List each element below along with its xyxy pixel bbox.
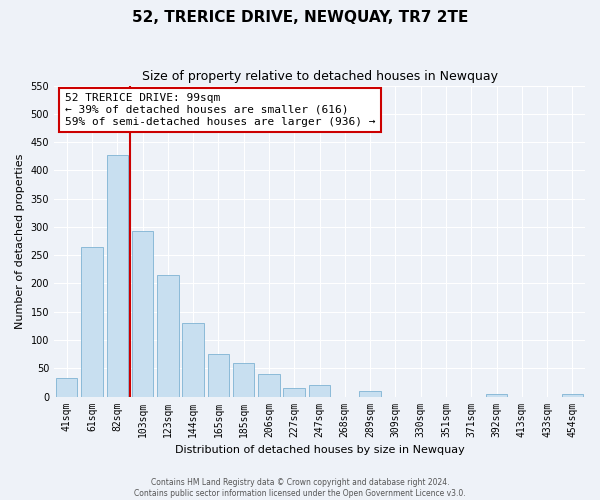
Bar [233,363,254,396]
Text: Contains HM Land Registry data © Crown copyright and database right 2024.
Contai: Contains HM Land Registry data © Crown c… [134,478,466,498]
Title: Size of property relative to detached houses in Newquay: Size of property relative to detached ho… [142,70,497,83]
Bar [258,374,280,396]
Bar [157,275,179,396]
Bar [562,394,583,396]
Bar [56,378,77,396]
Bar [132,231,153,396]
Bar [486,394,507,396]
Bar [359,391,381,396]
Text: 52, TRERICE DRIVE, NEWQUAY, TR7 2TE: 52, TRERICE DRIVE, NEWQUAY, TR7 2TE [132,10,468,25]
Bar [182,323,204,396]
Text: 52 TRERICE DRIVE: 99sqm
← 39% of detached houses are smaller (616)
59% of semi-d: 52 TRERICE DRIVE: 99sqm ← 39% of detache… [65,94,375,126]
Bar [309,384,330,396]
Bar [107,154,128,396]
Bar [81,246,103,396]
Y-axis label: Number of detached properties: Number of detached properties [15,154,25,328]
X-axis label: Distribution of detached houses by size in Newquay: Distribution of detached houses by size … [175,445,464,455]
Bar [283,388,305,396]
Bar [208,354,229,397]
